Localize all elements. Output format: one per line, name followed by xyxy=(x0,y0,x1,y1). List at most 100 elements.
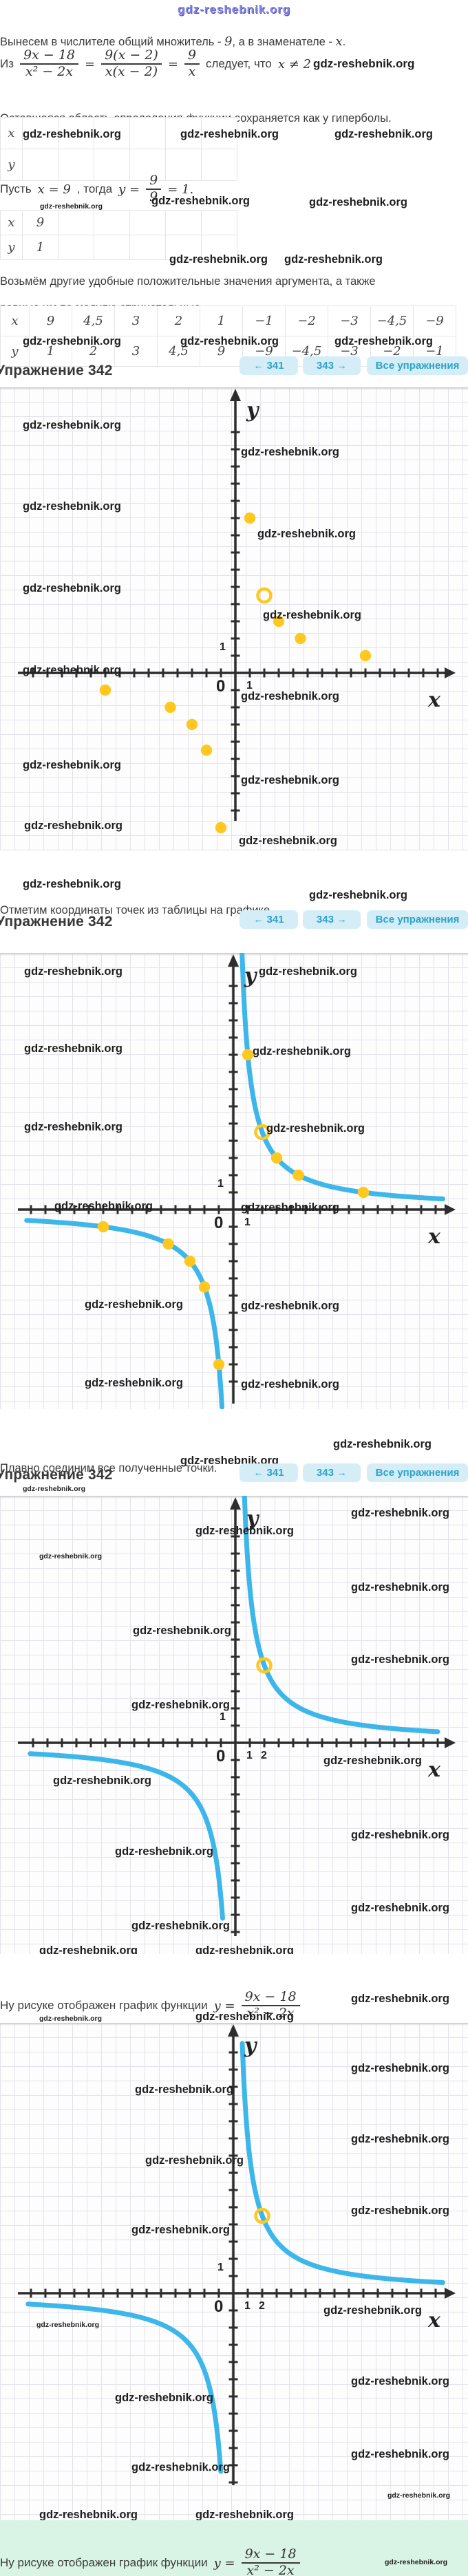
coordinate-plane-curve-points: y x 0 1 1 gdz-reshebnik.org gdz-reshebnik.org g… xyxy=(0,953,468,1409)
x-axis-label: x xyxy=(428,1758,440,1782)
watermark: gdz-reshebnik.org xyxy=(180,128,279,140)
coordinate-plane-smooth-curve: y x 0 1 2 1 gdz-reshebnik.org gdz-reshebnik.org… xyxy=(0,1496,468,1954)
next-exercise-button[interactable]: 343 → xyxy=(303,356,361,375)
plot-canvas xyxy=(18,389,456,834)
x-tick-label: 2 xyxy=(261,1750,267,1761)
data-point xyxy=(244,512,256,524)
watermark: gdz-reshebnik.org xyxy=(24,1121,123,1133)
watermark: gdz-reshebnik.org xyxy=(351,2448,450,2460)
result-fraction-numerator: 9x − 18 xyxy=(241,1989,300,2006)
prev-exercise-button[interactable]: ← 341 xyxy=(240,1463,298,1482)
watermark: gdz-reshebnik.org xyxy=(351,1829,450,1841)
watermark: gdz-reshebnik.org xyxy=(23,128,122,140)
table-cell: 1 xyxy=(23,235,58,260)
result-fraction: 9x − 18 x² − 2x xyxy=(241,2546,300,2576)
factor-line-mid: , а в знаменателе - xyxy=(232,35,336,48)
table-cell: 9 xyxy=(23,211,58,235)
fraction-1-denominator: x² − 2x xyxy=(25,64,74,79)
watermark: gdz-reshebnik.org xyxy=(54,1200,153,1212)
excluded-point xyxy=(256,587,273,604)
watermark: gdz-reshebnik.org xyxy=(313,57,415,70)
watermark: gdz-reshebnik.org xyxy=(39,1552,103,1560)
fraction-2: 9(x − 2) x(x − 2) xyxy=(101,47,162,80)
plot-canvas xyxy=(18,2024,456,2485)
watermark: gdz-reshebnik.org xyxy=(334,128,434,140)
fraction-1-numerator: 9x − 18 xyxy=(20,47,78,65)
y-tick-label: 1 xyxy=(220,641,226,653)
watermark: gdz-reshebnik.org xyxy=(241,1378,340,1391)
watermark: gdz-reshebnik.org xyxy=(309,196,408,208)
table-cell xyxy=(166,235,202,260)
watermark: gdz-reshebnik.org xyxy=(24,1042,123,1055)
y-axis-label: y xyxy=(246,398,259,422)
data-point xyxy=(357,1186,370,1199)
x-axis-arrow xyxy=(445,1737,456,1748)
equals-sign: = xyxy=(85,56,96,72)
prev-exercise-button[interactable]: ← 341 xyxy=(240,910,298,929)
table-cell xyxy=(130,211,166,235)
result-fraction-denominator: x² − 2x xyxy=(246,2563,295,2576)
all-exercises-button[interactable]: Все упражнения xyxy=(367,910,468,929)
x-axis-arrow xyxy=(445,1204,456,1215)
derivation-prefix: Из xyxy=(0,57,14,70)
watermark: gdz-reshebnik.org xyxy=(351,1581,450,1593)
row-label: y xyxy=(1,149,23,181)
table-cell xyxy=(130,235,166,260)
data-point xyxy=(215,822,227,834)
table-cell: 9 xyxy=(30,306,72,336)
result-banner: Ну рисуке отображен график функции y = 9… xyxy=(0,2520,468,2576)
x-axis-arrow xyxy=(445,2288,456,2299)
x-tick-label: 1 xyxy=(246,680,253,691)
all-exercises-button[interactable]: Все упражнения xyxy=(367,356,468,375)
next-exercise-button[interactable]: 343 → xyxy=(303,1463,361,1482)
watermark: gdz-reshebnik.org xyxy=(40,202,103,211)
table-cell: −2 xyxy=(286,306,328,336)
next-exercise-button[interactable]: 343 → xyxy=(303,910,361,929)
data-point xyxy=(242,1049,254,1061)
row-label: y xyxy=(1,336,30,367)
row-label: x xyxy=(1,211,23,235)
table-cell xyxy=(58,211,94,235)
table-cell xyxy=(130,118,166,149)
example-y-eq: y = xyxy=(118,182,140,197)
y-axis-arrow xyxy=(230,1497,241,1510)
data-point xyxy=(184,1255,196,1267)
watermark: gdz-reshebnik.org xyxy=(241,446,340,458)
watermark: gdz-reshebnik.org xyxy=(195,1944,295,1954)
table-cell xyxy=(202,118,237,149)
table-cell xyxy=(23,149,58,181)
data-point xyxy=(359,650,372,662)
watermark: gdz-reshebnik.org xyxy=(195,1525,295,1537)
exercise-title: Упражнение 342 xyxy=(0,363,113,378)
all-exercises-button[interactable]: Все упражнения xyxy=(367,1463,468,1482)
table-cell xyxy=(58,118,94,149)
x-tick-label: 1 xyxy=(246,1750,253,1761)
watermark: gdz-reshebnik.org xyxy=(195,2509,295,2520)
factor-line-pre: Вынесем в числителе общий множитель - xyxy=(0,35,224,48)
data-point xyxy=(198,1281,211,1293)
table-cell: −3 xyxy=(328,306,371,336)
row-label: x xyxy=(1,306,30,336)
watermark: gdz-reshebnik.org xyxy=(85,1377,184,1389)
watermark: gdz-reshebnik.org xyxy=(241,1300,340,1312)
table-cell xyxy=(58,235,94,260)
watermark: gdz-reshebnik.org xyxy=(257,528,357,540)
y-axis-label: y xyxy=(244,964,257,988)
prev-exercise-button[interactable]: ← 341 xyxy=(240,356,298,375)
watermark: gdz-reshebnik.org xyxy=(133,1624,232,1637)
watermark: gdz-reshebnik.org xyxy=(284,253,383,266)
watermark: gdz-reshebnik.org xyxy=(180,335,279,347)
data-point xyxy=(186,718,198,731)
x-axis-label: x xyxy=(428,688,440,712)
data-point xyxy=(99,684,111,696)
table-cell: −4,5 xyxy=(371,306,414,336)
excluded-point xyxy=(254,2207,270,2224)
data-point xyxy=(273,615,285,627)
fraction-3-numerator: 9 xyxy=(184,47,200,65)
watermark: gdz-reshebnik.org xyxy=(351,1507,450,1519)
watermark: gdz-reshebnik.org xyxy=(387,2491,451,2500)
watermark: gdz-reshebnik.org xyxy=(241,1201,340,1214)
hyperbola-branch-positive xyxy=(240,953,445,1201)
